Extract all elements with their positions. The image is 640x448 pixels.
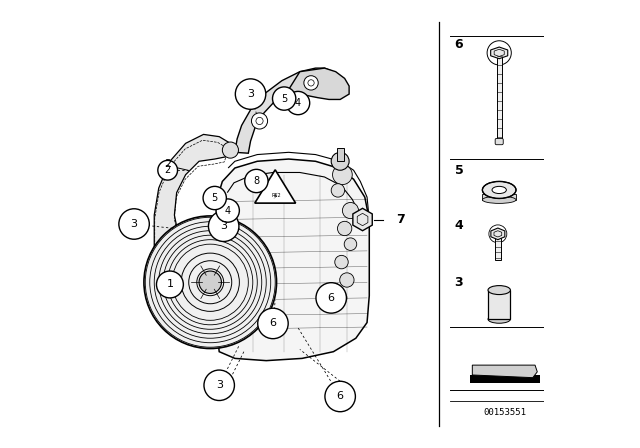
Circle shape (340, 273, 354, 287)
Text: 3: 3 (247, 89, 254, 99)
Text: 4: 4 (295, 98, 301, 108)
Polygon shape (154, 134, 230, 293)
Circle shape (332, 152, 349, 170)
Circle shape (335, 255, 348, 269)
Circle shape (203, 186, 227, 210)
Text: ⚡: ⚡ (273, 191, 278, 200)
Text: 5: 5 (281, 94, 287, 103)
Circle shape (273, 87, 296, 110)
Ellipse shape (483, 196, 516, 203)
Circle shape (222, 142, 239, 158)
Polygon shape (353, 208, 372, 231)
Text: R12: R12 (271, 193, 281, 198)
Text: 3: 3 (454, 276, 463, 289)
Text: 6: 6 (337, 392, 344, 401)
Text: 00153551: 00153551 (483, 408, 526, 417)
Circle shape (337, 221, 352, 236)
Ellipse shape (488, 286, 511, 295)
Text: 8: 8 (253, 176, 259, 186)
Text: 2: 2 (164, 165, 171, 175)
Text: 1: 1 (166, 280, 173, 289)
Polygon shape (255, 170, 296, 203)
Circle shape (333, 165, 352, 185)
Circle shape (304, 76, 318, 90)
Circle shape (325, 381, 355, 412)
Text: 7: 7 (396, 213, 405, 226)
Text: 5: 5 (212, 193, 218, 203)
Circle shape (158, 160, 177, 180)
Circle shape (209, 211, 239, 241)
Circle shape (144, 216, 276, 349)
Circle shape (344, 238, 356, 250)
Text: 6: 6 (269, 319, 276, 328)
Circle shape (216, 199, 239, 222)
Ellipse shape (492, 186, 506, 194)
Text: 6: 6 (454, 38, 463, 52)
Circle shape (256, 117, 263, 125)
Circle shape (308, 80, 314, 86)
FancyBboxPatch shape (495, 138, 503, 145)
Polygon shape (289, 68, 349, 99)
Circle shape (332, 184, 345, 197)
Circle shape (252, 113, 268, 129)
Circle shape (333, 291, 347, 305)
Text: 3: 3 (131, 219, 138, 229)
Circle shape (316, 283, 346, 313)
Polygon shape (491, 47, 508, 59)
Text: 3: 3 (220, 221, 227, 231)
FancyBboxPatch shape (497, 56, 502, 141)
Circle shape (287, 91, 310, 115)
Polygon shape (216, 159, 369, 361)
Circle shape (157, 271, 184, 298)
Polygon shape (472, 365, 538, 378)
Circle shape (342, 202, 358, 219)
Circle shape (119, 209, 149, 239)
Circle shape (236, 79, 266, 109)
FancyBboxPatch shape (337, 148, 344, 161)
Circle shape (244, 169, 268, 193)
FancyBboxPatch shape (483, 194, 516, 200)
Text: 5: 5 (454, 164, 463, 177)
Circle shape (204, 370, 234, 401)
Polygon shape (491, 228, 505, 240)
Text: 3: 3 (216, 380, 223, 390)
FancyBboxPatch shape (495, 237, 500, 260)
Text: 4: 4 (225, 206, 231, 215)
Circle shape (199, 271, 221, 293)
Text: 6: 6 (328, 293, 335, 303)
Circle shape (258, 308, 288, 339)
Text: 2: 2 (164, 159, 172, 169)
Ellipse shape (483, 181, 516, 198)
FancyBboxPatch shape (488, 290, 511, 319)
Ellipse shape (488, 315, 511, 323)
Polygon shape (235, 68, 336, 153)
FancyBboxPatch shape (470, 375, 540, 383)
Text: 4: 4 (454, 219, 463, 233)
